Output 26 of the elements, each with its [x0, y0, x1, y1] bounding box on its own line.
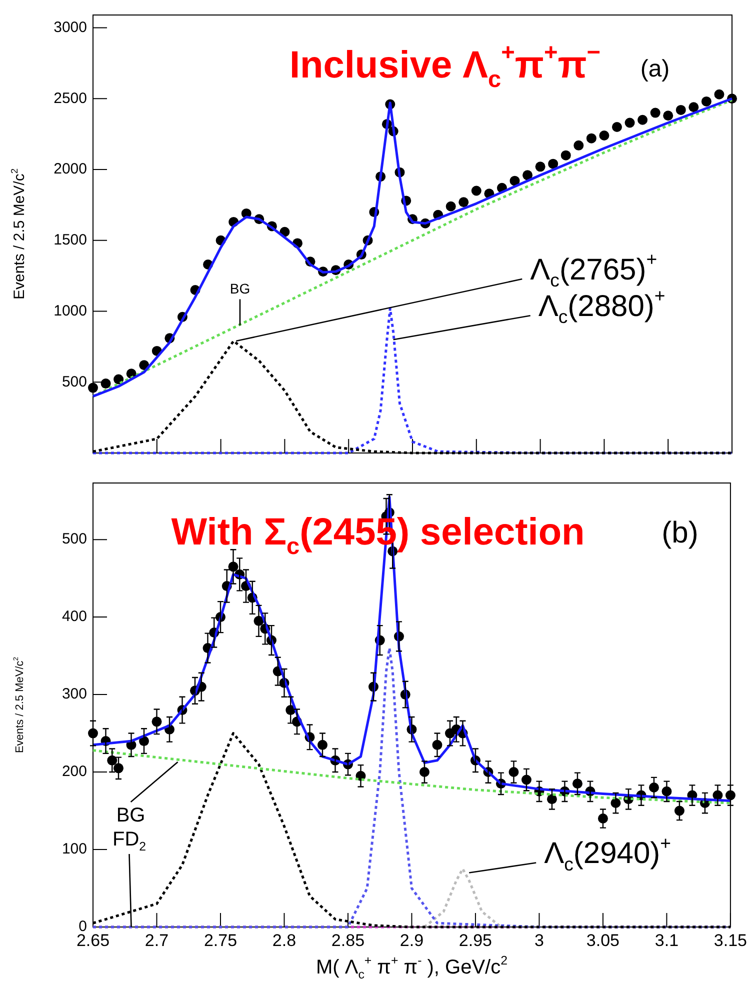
x-tick-label: 2.7 — [144, 930, 169, 950]
y-tick-label: 3000 — [54, 18, 87, 36]
x-tick-label: 3.05 — [586, 930, 620, 950]
y-tick-label: 500 — [62, 373, 87, 390]
y-tick-label: 2000 — [54, 160, 87, 178]
x-tick-label: 3.1 — [654, 930, 679, 950]
y-tick-label: 2500 — [54, 90, 87, 107]
annotation: (a) — [640, 56, 670, 83]
x-tick-label: 2.95 — [458, 930, 492, 950]
y-tick-label: 500 — [62, 530, 87, 548]
y-axis-title: Events / 2.5 MeV/c2 — [9, 168, 28, 300]
x-tick-label: 2.8 — [272, 930, 296, 950]
x-tick-label: 3.15 — [714, 930, 748, 950]
annotation: BG — [116, 804, 146, 826]
y-tick-label: 300 — [62, 686, 87, 703]
y-tick-label: 1500 — [54, 232, 87, 249]
annotation: BG — [230, 280, 250, 296]
y-tick-label: 400 — [62, 608, 87, 626]
annotation: (b) — [662, 516, 698, 550]
y-tick-label: 1000 — [54, 302, 87, 320]
x-tick-label: 2.75 — [204, 930, 238, 950]
y-tick-label: 100 — [62, 840, 87, 858]
x-tick-label: 3 — [534, 930, 544, 950]
x-tick-label: 2.9 — [400, 930, 424, 950]
y-tick-label: 200 — [62, 763, 87, 780]
x-tick-label: 2.85 — [331, 930, 365, 950]
